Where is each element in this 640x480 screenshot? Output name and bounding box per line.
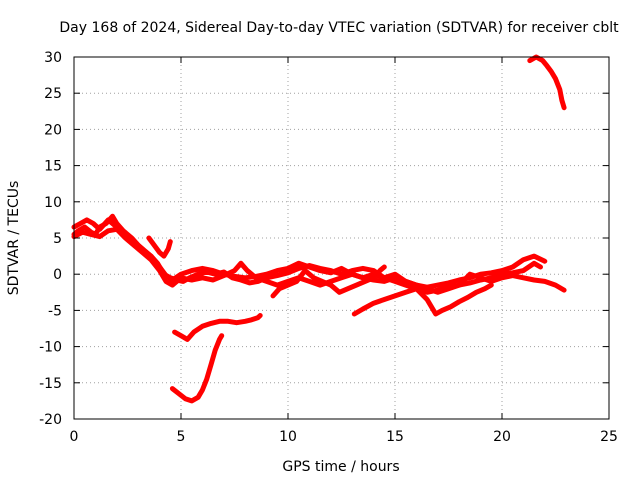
data-series-s8: [169, 333, 225, 404]
x-tick-label: 5: [177, 429, 186, 445]
x-tick-label: 20: [493, 429, 511, 445]
data-series-s7: [172, 313, 263, 342]
x-axis-label: GPS time / hours: [282, 459, 399, 475]
y-tick-label: -15: [39, 376, 62, 392]
y-tick-label: -10: [39, 340, 62, 356]
data-series-s4: [146, 235, 173, 259]
data-series-s5: [270, 264, 387, 299]
x-tick-label: 25: [600, 429, 618, 445]
chart-title: Day 168 of 2024, Sidereal Day-to-day VTE…: [59, 20, 619, 36]
y-tick-label: 0: [53, 267, 62, 283]
x-tick-label: 0: [70, 429, 79, 445]
data-series-s2: [71, 217, 548, 290]
y-tick-label: 25: [44, 86, 62, 102]
y-tick-label: -5: [48, 303, 62, 319]
y-tick-label: -20: [39, 412, 62, 428]
y-tick-label: 30: [44, 50, 62, 66]
data-series-s9: [527, 54, 567, 111]
y-tick-label: 20: [44, 122, 62, 138]
y-axis-label: SDTVAR / TECUs: [6, 181, 22, 296]
y-tick-label: 15: [44, 159, 62, 175]
x-tick-label: 10: [279, 429, 297, 445]
data-series-s6: [351, 282, 494, 317]
y-tick-label: 10: [44, 195, 62, 211]
x-tick-label: 15: [386, 429, 404, 445]
y-tick-label: 5: [53, 231, 62, 247]
